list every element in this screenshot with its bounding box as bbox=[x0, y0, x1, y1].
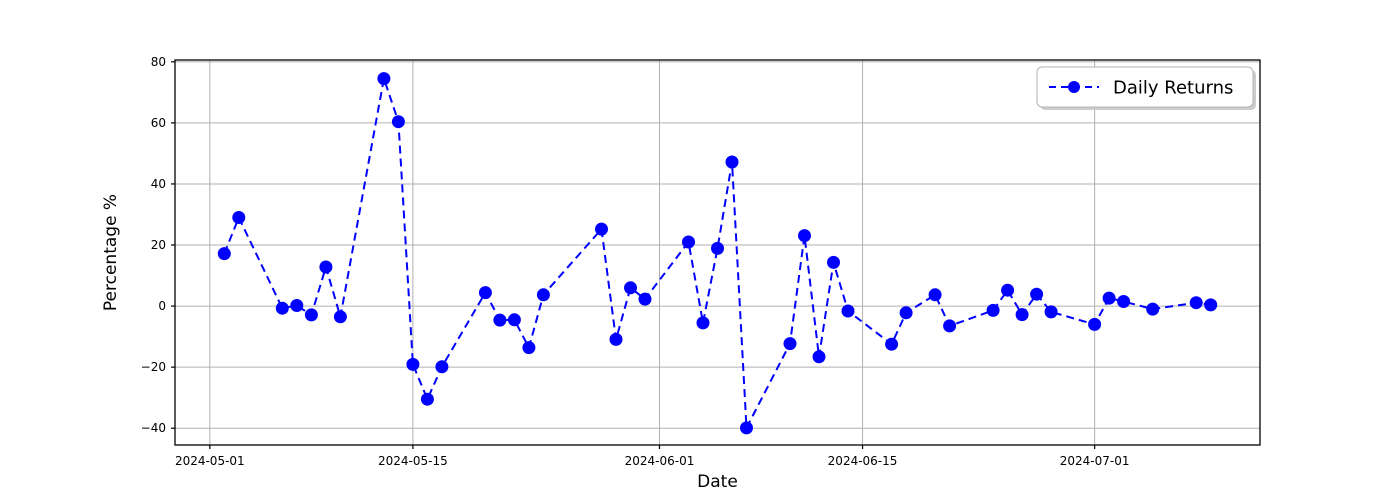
data-point bbox=[986, 303, 1000, 317]
y-tick-label: 60 bbox=[151, 116, 166, 130]
data-point bbox=[377, 72, 391, 86]
data-point bbox=[1030, 287, 1044, 301]
x-tick-label: 2024-07-01 bbox=[1060, 454, 1130, 468]
data-point bbox=[943, 319, 957, 333]
y-tick-label: −40 bbox=[141, 421, 166, 435]
data-point bbox=[217, 247, 231, 261]
data-point bbox=[536, 288, 550, 302]
data-point bbox=[275, 301, 289, 315]
data-point bbox=[522, 341, 536, 355]
data-point bbox=[899, 306, 913, 320]
legend-marker-icon bbox=[1068, 81, 1080, 93]
data-point bbox=[333, 310, 347, 324]
data-point bbox=[1044, 305, 1058, 319]
data-point bbox=[1102, 291, 1116, 305]
x-tick-label: 2024-05-01 bbox=[175, 454, 245, 468]
data-point bbox=[319, 260, 333, 274]
data-point bbox=[783, 337, 797, 351]
data-point bbox=[624, 281, 637, 295]
x-tick-label: 2024-06-15 bbox=[828, 454, 898, 468]
data-point bbox=[638, 292, 652, 306]
data-point bbox=[827, 255, 840, 269]
data-point bbox=[682, 235, 695, 249]
data-point bbox=[1117, 295, 1131, 308]
legend-frame bbox=[1036, 66, 1254, 108]
data-point bbox=[798, 229, 811, 243]
data-point bbox=[725, 155, 739, 169]
data-point bbox=[391, 115, 405, 129]
y-tick-label: 0 bbox=[158, 299, 166, 313]
data-point bbox=[478, 286, 492, 300]
data-point bbox=[1001, 283, 1015, 297]
data-point bbox=[812, 350, 826, 364]
legend-label: Daily Returns bbox=[1113, 78, 1233, 99]
x-tick-label: 2024-06-01 bbox=[625, 454, 695, 468]
plot-border bbox=[174, 59, 1261, 446]
data-point bbox=[928, 288, 942, 302]
y-tick-label: −20 bbox=[141, 360, 166, 374]
data-point bbox=[493, 313, 507, 327]
series-line bbox=[223, 78, 1211, 432]
y-axis-label: Percentage % bbox=[101, 194, 121, 311]
data-series bbox=[217, 72, 1218, 435]
y-tick-label: 80 bbox=[151, 55, 166, 69]
data-point bbox=[1088, 317, 1102, 331]
data-point bbox=[595, 222, 608, 236]
data-point bbox=[435, 360, 449, 374]
data-point bbox=[420, 392, 434, 406]
data-point bbox=[1015, 308, 1029, 322]
axis-ticks: 2024-05-01 2024-05-15 2024-06-01 2024-06-15… bbox=[141, 55, 1130, 468]
data-point bbox=[696, 316, 710, 330]
data-point bbox=[507, 313, 521, 327]
y-tick-label: 40 bbox=[151, 177, 166, 191]
data-point bbox=[290, 299, 304, 312]
x-tick-label: 2024-05-15 bbox=[378, 454, 448, 468]
data-point bbox=[609, 332, 623, 346]
data-point bbox=[841, 304, 855, 318]
data-point bbox=[232, 211, 246, 224]
data-point bbox=[885, 337, 899, 351]
data-point bbox=[406, 357, 420, 371]
data-point bbox=[1204, 298, 1218, 312]
data-point bbox=[1146, 302, 1160, 316]
legend-box: Daily Returns bbox=[1036, 66, 1256, 110]
data-point bbox=[711, 241, 724, 255]
data-point bbox=[740, 421, 753, 435]
data-point bbox=[304, 308, 318, 322]
data-point bbox=[1189, 296, 1203, 310]
x-axis-label: Date bbox=[697, 472, 738, 492]
y-tick-label: 20 bbox=[151, 238, 166, 252]
